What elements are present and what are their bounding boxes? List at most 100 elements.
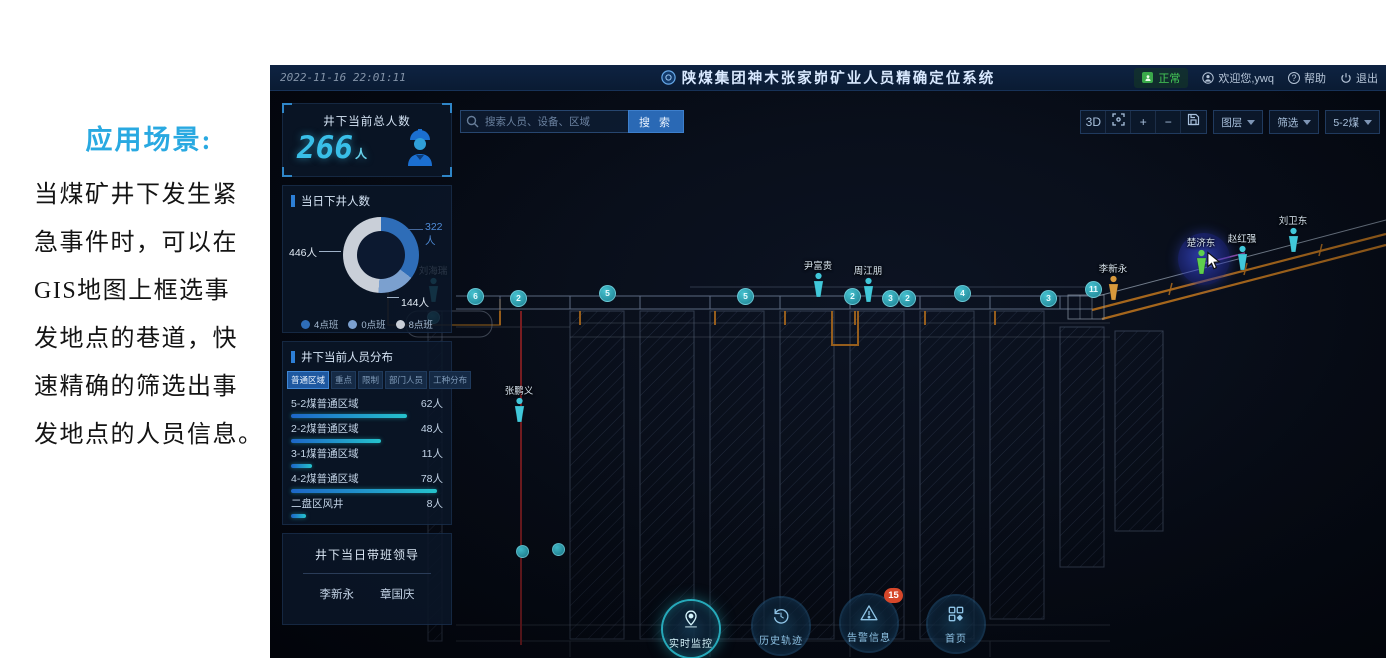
leader-name: 章国庆 xyxy=(380,589,415,601)
cluster-badge[interactable]: 5 xyxy=(599,285,616,302)
person-marker[interactable]: 周江朋 xyxy=(845,263,891,308)
seam-dropdown[interactable]: 5-2煤 xyxy=(1325,110,1380,134)
layer-dropdown[interactable]: 图层 xyxy=(1213,110,1264,134)
person-icon xyxy=(862,277,874,303)
annotation-line: 发地点的人员信息。 xyxy=(34,422,264,448)
leaders-title: 井下当日带班领导 xyxy=(314,548,419,562)
person-marker[interactable]: 张鹏义 xyxy=(496,383,542,428)
distribution-row: 5-2煤普通区域 62人 xyxy=(283,393,451,418)
clock: 2022-11-16 22:01:11 xyxy=(280,71,406,84)
row-line: 二盘区风井 8人 xyxy=(291,496,443,511)
zoom-out-button[interactable]: − xyxy=(1156,111,1182,133)
nav-label: 历史轨迹 xyxy=(759,635,803,647)
nav-history-track[interactable]: 历史轨迹 xyxy=(753,598,809,654)
annotation-line: 当煤矿井下发生紧 xyxy=(34,182,238,208)
welcome-user[interactable]: 欢迎您,ywq xyxy=(1202,70,1274,86)
divider xyxy=(303,573,431,574)
layer-dropdown-label: 图层 xyxy=(1221,116,1243,129)
status-badge: 正常 xyxy=(1134,67,1189,88)
person-marker[interactable]: 赵红强 xyxy=(1219,231,1265,276)
tab-重点[interactable]: 重点 xyxy=(331,371,357,389)
person-name: 李新永 xyxy=(1098,264,1128,275)
person-marker[interactable]: 尹富贵 xyxy=(795,258,841,303)
row-line: 3-1煤普通区域 11人 xyxy=(291,446,443,461)
cluster-badge[interactable]: 5 xyxy=(737,288,754,305)
nav-label: 告警信息 xyxy=(847,632,891,644)
search-button[interactable]: 搜 索 xyxy=(628,110,685,133)
nav-home[interactable]: 首页 xyxy=(928,596,984,652)
annotation-block: 应用场景: 当煤矿井下发生紧 急事件时，可以在 GIS地图上框选事 发地点的巷道，快速… xyxy=(30,118,268,459)
person-icon xyxy=(812,272,824,298)
person-name: 赵红强 xyxy=(1227,234,1257,245)
top-header: 2022-11-16 22:01:11 陕煤集团神木张家峁矿业人员精确定位系统 … xyxy=(270,65,1386,91)
person-marker[interactable]: 李新永 xyxy=(1090,261,1136,306)
chevron-down-icon xyxy=(1247,119,1256,125)
tab-普通区域[interactable]: 普通区域 xyxy=(287,371,330,389)
legend-item: 8点班 xyxy=(395,317,433,331)
logout-button[interactable]: 退出 xyxy=(1340,70,1378,86)
cluster-badge[interactable]: 6 xyxy=(467,288,484,305)
search-icon xyxy=(466,115,479,128)
history-icon xyxy=(771,606,791,631)
person-marker[interactable]: 刘卫东 xyxy=(1270,213,1316,258)
nav-realtime-monitor[interactable]: 实时监控 xyxy=(663,601,719,657)
pin-icon xyxy=(681,609,701,634)
row-line: 2-2煤普通区域 48人 xyxy=(291,421,443,436)
tab-部门人员[interactable]: 部门人员 xyxy=(385,371,428,389)
distribution-panel: 井下当前人员分布 普通区域 重点 限制 部门人员 工种分布 5-2煤普通区域 62人 2-2… xyxy=(282,341,472,525)
distribution-rows: 5-2煤普通区域 62人 2-2煤普通区域 48人 3-1煤普通区域 11人 4-2煤普通区… xyxy=(283,393,451,518)
grid-icon xyxy=(946,604,966,629)
app-logo-icon xyxy=(661,70,676,85)
tab-工种分布[interactable]: 工种分布 xyxy=(429,371,472,389)
person-icon xyxy=(1236,245,1248,271)
annotation-line: 急事件时，可以在 xyxy=(34,230,238,256)
distribution-row: 3-1煤普通区域 11人 xyxy=(283,443,451,468)
chevron-down-icon xyxy=(1303,119,1312,125)
logout-label: 退出 xyxy=(1356,72,1378,85)
shift-chart-title: 当日下井人数 xyxy=(301,196,370,208)
filter-dropdown[interactable]: 筛选 xyxy=(1269,110,1320,134)
distribution-row: 二盘区风井 8人 xyxy=(283,493,451,518)
zoom-in-button[interactable]: + xyxy=(1131,111,1157,133)
person-name: 楚济东 xyxy=(1186,238,1216,249)
alert-icon xyxy=(859,603,879,628)
map-tools: 3D + − xyxy=(1080,110,1208,134)
miner-icon xyxy=(408,129,432,166)
total-people-panel: 井下当前总人数 266 人 xyxy=(282,103,452,177)
area-count: 8人 xyxy=(426,498,443,510)
app-title-text: 陕煤集团神木张家峁矿业人员精确定位系统 xyxy=(681,71,996,87)
nav-alarm-info[interactable]: 告警信息 15 xyxy=(841,588,903,651)
person-name: 尹富贵 xyxy=(803,261,833,272)
power-icon xyxy=(1341,72,1351,83)
fit-view-icon[interactable] xyxy=(1106,111,1132,133)
map-dot[interactable] xyxy=(516,545,529,558)
person-icon xyxy=(1107,275,1119,301)
cluster-badge[interactable]: 2 xyxy=(510,290,527,307)
view-3d-button[interactable]: 3D xyxy=(1081,111,1107,133)
save-view-icon[interactable] xyxy=(1181,111,1206,133)
area-label: 4-2煤普通区域 xyxy=(291,473,359,485)
area-label: 二盘区风井 xyxy=(291,498,344,510)
distribution-title: 井下当前人员分布 xyxy=(301,352,393,364)
tab-限制[interactable]: 限制 xyxy=(358,371,384,389)
help-button[interactable]: ? 帮助 xyxy=(1288,70,1326,86)
cluster-badge[interactable]: 4 xyxy=(954,285,971,302)
area-label: 5-2煤普通区域 xyxy=(291,398,359,410)
section-marker xyxy=(291,195,295,207)
search-input[interactable] xyxy=(460,110,628,133)
legend-item: 4点班 xyxy=(301,317,338,331)
mouse-cursor xyxy=(1207,251,1221,270)
welcome-text: 欢迎您,ywq xyxy=(1218,72,1274,85)
legend-label: 8点班 xyxy=(408,320,433,331)
donut-label-8: 446人 xyxy=(289,247,342,259)
legend-label: 0点班 xyxy=(361,320,386,331)
leaders-panel: 井下当日带班领导 李新永 章国庆 xyxy=(282,533,452,625)
total-people-value: 266 人 xyxy=(297,130,368,166)
annotation-line: 速精确的筛选出事 xyxy=(34,374,238,400)
annotation-line: GIS地图上框选事 xyxy=(34,278,231,304)
cluster-badge[interactable]: 2 xyxy=(899,290,916,307)
chevron-down-icon xyxy=(1364,119,1372,125)
map-dot[interactable] xyxy=(552,543,565,556)
cluster-badge[interactable]: 3 xyxy=(1040,290,1057,307)
